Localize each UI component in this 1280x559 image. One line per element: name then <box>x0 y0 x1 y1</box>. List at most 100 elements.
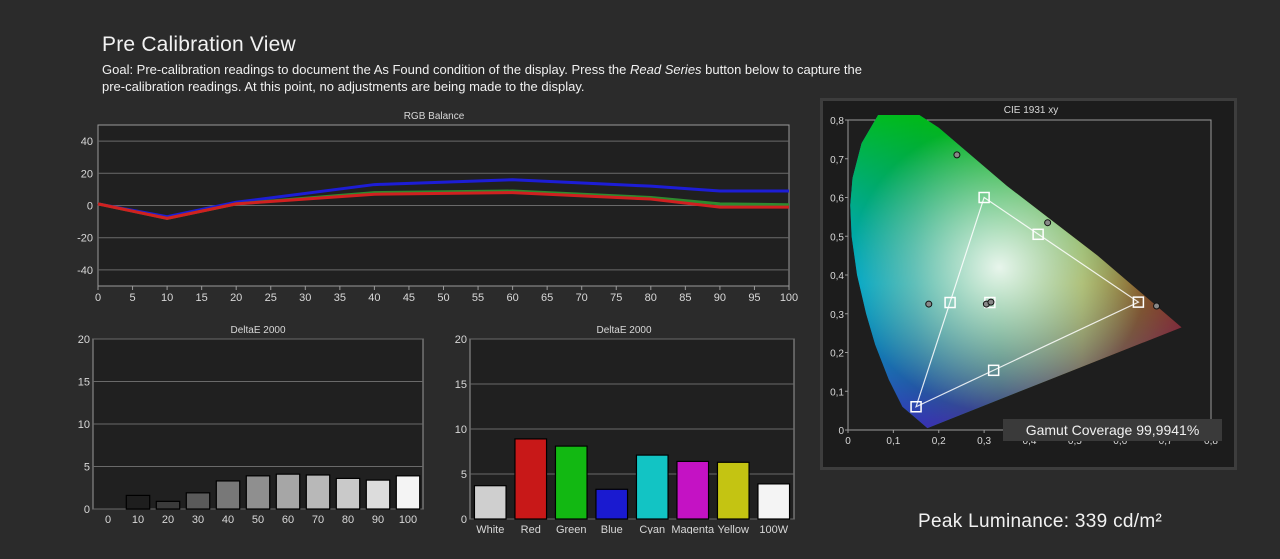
bar <box>275 473 301 510</box>
x-tick-label: 0,2 <box>932 436 946 447</box>
target-marker <box>1132 296 1145 308</box>
x-tick-label: 55 <box>472 292 484 304</box>
x-tick-label: 30 <box>299 292 311 304</box>
x-tick-label: 45 <box>403 292 415 304</box>
y-tick-label: 0,3 <box>830 310 844 321</box>
page-title: Pre Calibration View <box>102 33 296 56</box>
x-tick-label: 100W <box>759 524 788 534</box>
x-tick-label: 95 <box>748 292 760 304</box>
x-tick-label: 60 <box>506 292 518 304</box>
bar <box>595 488 629 520</box>
bar <box>514 438 548 520</box>
bar <box>155 500 181 510</box>
bar <box>365 479 391 510</box>
rgb-balance-title: RGB Balance <box>403 111 465 122</box>
y-tick-label: 20 <box>455 334 467 346</box>
y-tick-label: 0,8 <box>830 116 844 127</box>
y-tick-label: -40 <box>77 265 93 277</box>
bar <box>757 483 791 520</box>
deltae-color-chart: 20 15 10 5 0 White Red Green Blue Cyan Magenta Yell… <box>455 334 795 534</box>
x-tick-label: Blue <box>601 524 623 534</box>
x-tick-label: White <box>476 524 504 534</box>
x-tick-label: 0,8 <box>1204 436 1218 447</box>
y-tick-label: 0,4 <box>830 271 844 282</box>
x-tick-label: 30 <box>192 514 204 526</box>
measured-point <box>987 298 995 306</box>
y-tick-label: 40 <box>81 136 93 148</box>
goal-prefix: Goal: Pre-calibration readings to docume… <box>102 62 631 77</box>
x-tick-label: 5 <box>129 292 135 304</box>
target-marker <box>944 296 956 309</box>
target-marker <box>978 191 990 204</box>
x-tick-label: 15 <box>196 292 208 304</box>
x-tick-label: 10 <box>161 292 173 304</box>
x-tick-label: 10 <box>132 514 144 526</box>
x-tick-label: 65 <box>541 292 553 304</box>
measured-point <box>1044 219 1052 227</box>
series-line <box>97 178 789 219</box>
series-line <box>97 191 789 220</box>
y-tick-label: -20 <box>77 233 93 245</box>
bar <box>125 494 151 510</box>
goal-text: Goal: Pre-calibration readings to docume… <box>102 61 862 95</box>
rgb-balance-chart: 40 20 0 -20 -40 0 5 10 15 20 25 30 35 40 45 50 55 60 65 70 7… <box>77 124 798 304</box>
x-tick-label: 100 <box>780 292 798 304</box>
bar <box>716 461 750 520</box>
goal-suffix: button below to capture the pre-calibrat… <box>102 62 863 94</box>
y-tick-label: 0,6 <box>830 194 844 205</box>
deltae-grayscale-title: DeltaE 2000 <box>230 325 286 336</box>
x-tick-label: 0,6 <box>1113 436 1127 447</box>
goal-read-series: Read Series <box>630 62 702 77</box>
gamut-triangle <box>915 196 1140 408</box>
x-tick-label: 20 <box>162 514 174 526</box>
target-marker <box>987 364 1000 377</box>
target-marker <box>910 401 922 413</box>
cie-chart: 0,8 0,7 0,6 0,5 0,4 0,3 0,2 0,1 00 0,1 0,2 0,3 0,4 0,… <box>830 115 1218 447</box>
bar <box>395 475 421 510</box>
x-tick-label: 40 <box>368 292 380 304</box>
y-tick-label: 10 <box>455 424 467 436</box>
x-tick-label: 25 <box>265 292 277 304</box>
x-tick-label: 90 <box>372 514 384 526</box>
x-tick-label: 0 <box>845 436 851 447</box>
x-tick-label: 0 <box>95 292 101 304</box>
bar <box>305 474 331 510</box>
x-tick-label: 0,1 <box>886 436 900 447</box>
x-tick-label: Yellow <box>718 524 749 534</box>
x-tick-label: Magenta <box>671 524 715 534</box>
y-tick-label: 0,7 <box>830 155 844 166</box>
x-tick-label: 70 <box>576 292 588 304</box>
y-tick-label: 20 <box>78 334 90 346</box>
x-tick-label: Red <box>521 524 541 534</box>
x-tick-label: 35 <box>334 292 346 304</box>
x-tick-label: 0,5 <box>1068 436 1082 447</box>
y-tick-label: 5 <box>84 462 90 474</box>
bar <box>335 477 361 510</box>
bar <box>676 460 710 520</box>
x-tick-label: 100 <box>399 514 417 526</box>
x-tick-label: 70 <box>312 514 324 526</box>
y-tick-label: 15 <box>78 377 90 389</box>
deltae-color-title: DeltaE 2000 <box>596 325 652 336</box>
target-marker <box>1032 228 1044 241</box>
x-tick-label: 80 <box>645 292 657 304</box>
y-tick-label: 20 <box>81 168 93 180</box>
y-tick-label: 5 <box>461 469 467 481</box>
bar <box>215 480 241 510</box>
peak-luminance-label: Peak Luminance: 339 cd/m² <box>918 511 1163 532</box>
gamut-coverage-label: Gamut Coverage 99,9941% <box>1003 419 1222 441</box>
y-tick-label: 0 <box>461 514 467 526</box>
x-tick-label: 80 <box>342 514 354 526</box>
x-tick-label: 0 <box>105 514 111 526</box>
y-tick-label: 0,1 <box>830 387 844 398</box>
bar <box>245 475 271 510</box>
measured-point <box>1153 302 1161 310</box>
measured-point <box>953 151 961 159</box>
white-point-glow <box>850 115 1182 429</box>
x-tick-label: 40 <box>222 514 234 526</box>
cie-title: CIE 1931 xy <box>1003 105 1059 116</box>
x-tick-label: 0,4 <box>1023 436 1037 447</box>
bar <box>635 454 669 520</box>
x-tick-label: 50 <box>252 514 264 526</box>
